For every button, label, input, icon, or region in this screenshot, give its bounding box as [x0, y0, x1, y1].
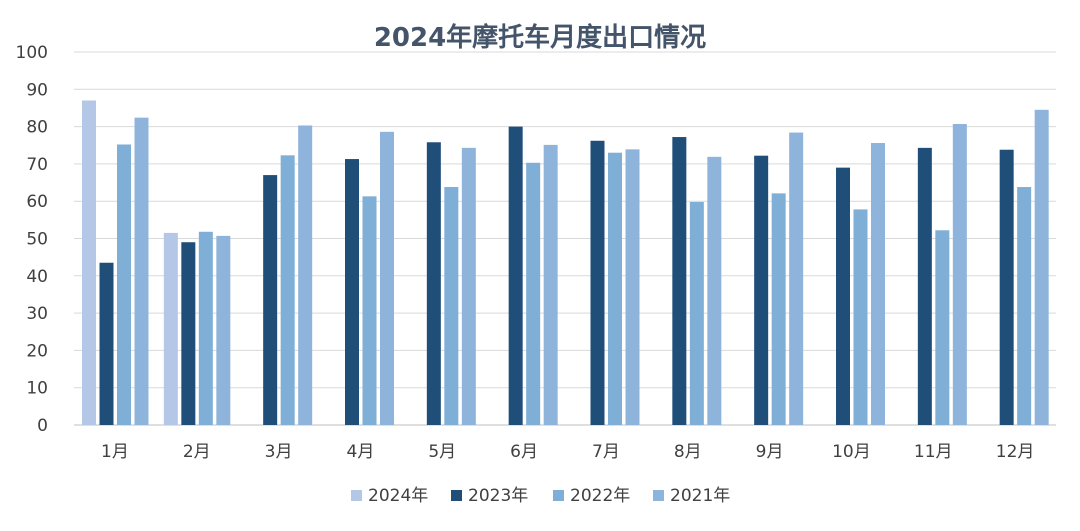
bar: [82, 100, 96, 426]
legend-label: 2024年: [368, 486, 428, 506]
bar: [526, 162, 541, 425]
y-axis: 0 10 20 30 40 50 60 70 80 90 100: [16, 43, 48, 436]
x-axis: 1月 2月 3月 4月 5月 6月 7月 8月 9月 10月 11月 12月: [101, 442, 1034, 462]
bar: [836, 167, 850, 425]
bar: [871, 143, 885, 425]
y-tick-label: 60: [26, 192, 48, 212]
chart-title: 2024年摩托车月度出口情况: [374, 22, 706, 53]
bar: [935, 230, 950, 425]
legend-swatch: [653, 490, 664, 501]
x-tick-label: 9月: [756, 442, 784, 462]
bar: [590, 140, 605, 426]
y-tick-label: 20: [26, 341, 48, 361]
bar: [789, 132, 804, 425]
bar: [362, 196, 377, 425]
bar: [426, 142, 441, 426]
bar: [461, 147, 476, 425]
x-tick-label: 8月: [674, 442, 702, 462]
bar: [444, 187, 459, 425]
y-tick-label: 0: [37, 416, 48, 436]
bar: [99, 262, 114, 425]
legend-swatch: [351, 490, 362, 501]
bar: [625, 149, 640, 425]
grid: [74, 51, 1056, 426]
bar: [508, 126, 523, 425]
bar: [198, 231, 213, 425]
bar: [999, 149, 1014, 425]
x-tick-label: 10月: [832, 442, 871, 462]
legend-label: 2022年: [570, 486, 630, 506]
x-tick-label: 11月: [914, 442, 953, 462]
bar: [689, 201, 704, 425]
bars: [82, 100, 1049, 426]
legend-label: 2023年: [468, 486, 528, 506]
bar: [853, 209, 868, 425]
y-tick-label: 50: [26, 230, 48, 250]
legend-swatch: [451, 490, 462, 501]
bar: [216, 235, 231, 425]
bar: [117, 144, 131, 425]
bar: [754, 155, 769, 425]
x-tick-label: 6月: [510, 442, 538, 462]
bar: [280, 155, 295, 426]
y-tick-label: 30: [26, 304, 48, 324]
bar: [917, 147, 932, 425]
x-tick-label: 5月: [428, 442, 456, 462]
y-tick-label: 80: [26, 118, 48, 138]
bar: [672, 137, 687, 425]
x-tick-label: 3月: [265, 442, 293, 462]
legend: 2024年 2023年 2022年 2021年: [351, 486, 730, 506]
y-tick-label: 100: [16, 43, 48, 63]
bar: [298, 125, 313, 425]
bar: [608, 152, 622, 425]
bar: [380, 131, 394, 425]
x-tick-label: 2月: [183, 442, 211, 462]
y-tick-label: 70: [26, 155, 48, 175]
bar: [345, 159, 359, 425]
bar: [1034, 109, 1049, 425]
bar: [163, 232, 178, 425]
legend-label: 2021年: [670, 486, 730, 506]
x-tick-label: 7月: [592, 442, 620, 462]
bar: [771, 193, 786, 425]
y-tick-label: 90: [26, 80, 48, 100]
y-tick-label: 40: [26, 267, 48, 287]
bar: [543, 144, 558, 425]
x-tick-label: 12月: [996, 442, 1035, 462]
bar: [952, 123, 967, 425]
bar: [181, 242, 196, 425]
x-tick-label: 4月: [347, 442, 375, 462]
bar: [134, 117, 149, 425]
bar: [1017, 187, 1032, 425]
y-tick-label: 10: [26, 379, 48, 399]
legend-swatch: [553, 490, 564, 501]
x-tick-label: 1月: [101, 442, 129, 462]
bar: [263, 175, 278, 425]
bar: [707, 156, 722, 426]
